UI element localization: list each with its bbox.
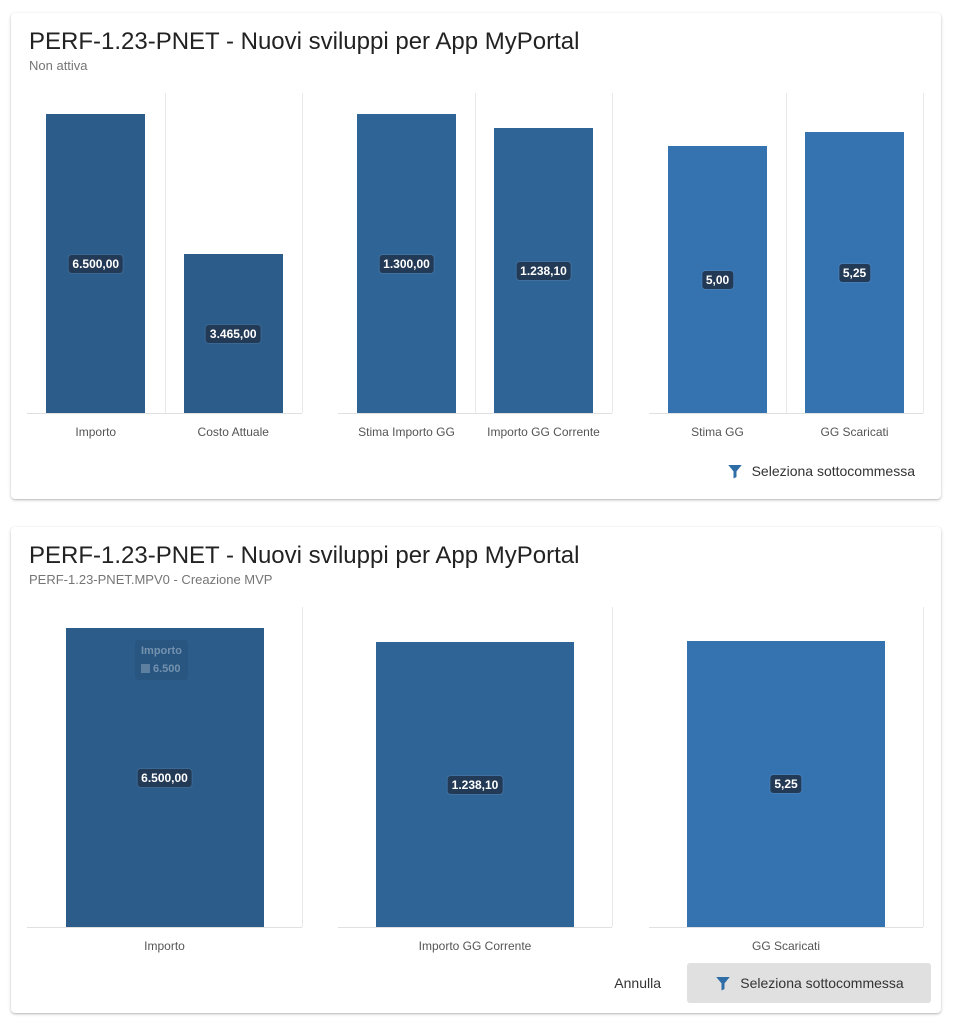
chart-group-importo-gg: 1.238,10 Importo GG Corrente	[338, 607, 613, 953]
chart-group-gg-scaricati: 5,25 GG Scaricati	[649, 607, 924, 953]
bar-value-label: 5,25	[838, 263, 871, 282]
bar-value-label: 3.465,00	[205, 324, 261, 343]
tooltip-swatch	[141, 664, 150, 673]
project-card-1: PERF-1.23-PNET - Nuovi sviluppi per App …	[11, 13, 941, 499]
grid-line	[475, 93, 476, 413]
tooltip-title: Importo	[141, 645, 182, 657]
grid-line	[923, 93, 924, 413]
card-title: PERF-1.23-PNET - Nuovi sviluppi per App …	[29, 28, 580, 55]
x-axis-baseline	[27, 927, 302, 928]
x-axis-baseline	[649, 927, 923, 928]
category-label: Importo	[75, 425, 117, 439]
tooltip-value: 6.500	[153, 663, 181, 675]
bar-value-label: 1.238,10	[447, 775, 503, 794]
grid-line	[612, 93, 613, 413]
bar-value-label: 5,25	[770, 775, 802, 793]
grid-line	[164, 93, 166, 413]
category-label: GG Scaricati	[751, 939, 821, 953]
grid-line	[786, 93, 787, 413]
bar-value-label: 5,00	[701, 270, 734, 289]
x-axis-baseline	[649, 413, 923, 414]
card-subtitle: Non attiva	[29, 58, 88, 73]
cancel-button[interactable]: Annulla	[614, 975, 661, 991]
category-label: Importo	[144, 939, 185, 953]
card-title: PERF-1.23-PNET - Nuovi sviluppi per App …	[29, 542, 580, 569]
category-label: Costo Attuale	[197, 425, 269, 439]
select-subcontract-button[interactable]: Seleziona sottocommessa	[687, 963, 931, 1003]
chart-group-importo: 6.500,00 Importo	[27, 607, 303, 953]
filter-icon	[716, 977, 731, 991]
chart-tooltip: Importo 6.500	[135, 640, 188, 680]
select-subcontract-label: Seleziona sottocommessa	[751, 463, 915, 479]
grid-line	[612, 607, 613, 927]
chart-group-stima-importo: 1.300,00 Stima Importo GG 1.238,10 Importo …	[338, 93, 613, 439]
bar-value-label: 6.500,00	[137, 768, 192, 787]
x-axis-baseline	[338, 413, 612, 414]
select-subcontract-button[interactable]: Seleziona sottocommessa	[726, 462, 915, 480]
chart-group-giornate: 5,00 Stima GG 5,25 GG Scaricati	[649, 93, 924, 439]
grid-line	[923, 607, 924, 927]
bar-value-label: 1.238,10	[516, 261, 571, 280]
category-label: Importo GG Corrente	[487, 425, 600, 439]
filter-icon	[727, 465, 742, 479]
grid-line	[302, 607, 303, 927]
chart-group-importi: 6.500,00 Importo 3.465,00 Costo Attuale	[27, 93, 303, 439]
category-label: Importo GG Corrente	[418, 939, 532, 953]
category-label: GG Scaricati	[820, 425, 889, 439]
category-label: Stima GG	[691, 425, 744, 439]
project-card-2: PERF-1.23-PNET - Nuovi sviluppi per App …	[11, 527, 941, 1013]
card-subtitle: PERF-1.23-PNET.MPV0 - Creazione MVP	[29, 572, 273, 587]
x-axis-baseline	[27, 413, 302, 414]
x-axis-baseline	[338, 927, 612, 928]
grid-line	[302, 93, 303, 413]
category-label: Stima Importo GG	[358, 425, 455, 439]
bar-value-label: 6.500,00	[68, 254, 124, 273]
bar-value-label: 1.300,00	[379, 254, 434, 273]
select-subcontract-label: Seleziona sottocommessa	[740, 975, 904, 991]
